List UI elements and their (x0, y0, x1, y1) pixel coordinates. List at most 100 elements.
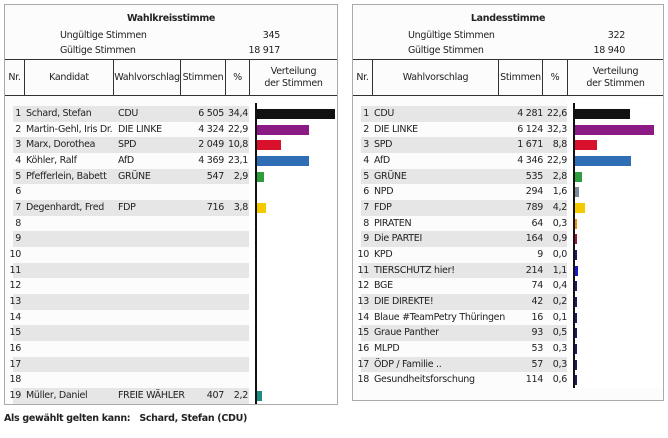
cell-candidate: Martin-Gehl, Iris Dr. (26, 123, 113, 135)
valid-votes-label: Gültige Stimmen (408, 45, 484, 56)
cell-nr: 5 (15, 170, 21, 182)
cell-nr: 13 (9, 296, 22, 308)
header-nr: Nr. (356, 71, 369, 83)
bar-7 (257, 203, 266, 214)
cell-pct: 0,4 (552, 280, 568, 292)
valid-votes-value: 18 917 (248, 45, 281, 56)
table-row: 14 (10, 310, 249, 326)
bar-9 (575, 234, 578, 245)
table-row: 5 GRÜNE 535 2,8 (361, 168, 568, 185)
table-row: 10 KPD 9 0,0 (358, 247, 568, 263)
invalid-votes-label: Ungültige Stimmen (408, 30, 495, 41)
cell-list: SPD (374, 139, 393, 151)
header-distribution-line1: Verteilung (592, 65, 639, 77)
cell-nr: 13 (357, 296, 370, 308)
bar-8 (575, 218, 577, 229)
cell-nr: 17 (9, 358, 22, 370)
cell-list: FREIE WÄHLER (118, 390, 185, 402)
header-votes: Stimmen (180, 60, 225, 95)
cell-list: Die PARTEI (374, 233, 422, 245)
header-distribution: Verteilung der Stimmen (249, 60, 337, 95)
table-row: 7 FDP 789 4,2 (361, 200, 567, 216)
cell-pct: 0,6 (552, 374, 568, 386)
cell-pct: 0,5 (552, 327, 568, 339)
cell-pct: 0,0 (552, 249, 568, 261)
table-row: 1 CDU 4 281 22,6 (361, 106, 567, 122)
table-row: 5 Pfefferlein, Babett GRÜNE 547 2,9 (13, 168, 249, 185)
cell-pct: 0,3 (552, 358, 568, 370)
cell-pct: 22,9 (547, 155, 567, 166)
cell-nr: 4 (15, 155, 21, 166)
cell-list: AfD (118, 155, 134, 166)
cell-list: Graue Panther (374, 327, 439, 339)
cell-nr: 12 (9, 280, 22, 292)
cell-pct: 2,2 (233, 390, 249, 402)
cell-list: BGE (374, 280, 393, 292)
cell-votes: 294 (525, 186, 544, 198)
cell-pct: 22,6 (547, 108, 567, 119)
header-distribution-line1: Verteilung (270, 65, 317, 77)
bar-18 (575, 375, 577, 386)
cell-pct: 2,8 (552, 170, 568, 182)
cell-votes: 1 671 (517, 139, 543, 151)
table-row: 6 NPD 294 1,6 (361, 184, 567, 200)
table-row: 9 (13, 231, 249, 248)
cell-votes: 42 (531, 296, 544, 308)
bar-11 (575, 265, 578, 276)
cell-pct: 3,8 (233, 202, 249, 214)
cell-votes: 4 369 (198, 155, 224, 166)
cell-pct: 10,8 (228, 139, 248, 151)
cell-nr: 18 (9, 374, 22, 386)
cell-votes: 16 (531, 311, 544, 323)
bar-19 (257, 391, 262, 402)
cell-list: FDP (374, 202, 392, 214)
chart-axis (573, 103, 575, 389)
cell-pct: 34,4 (228, 108, 248, 119)
cell-candidate: Marx, Dorothea (26, 139, 96, 151)
cell-pct: 0,3 (552, 343, 568, 355)
cell-nr: 14 (357, 311, 370, 323)
cell-votes: 164 (525, 233, 544, 245)
cell-nr: 9 (363, 233, 369, 245)
cell-votes: 74 (531, 280, 544, 292)
cell-nr: 16 (9, 343, 22, 355)
cell-list: FDP (118, 202, 136, 214)
table-row: 13 DIE DIREKTE! 42 0,2 (358, 294, 567, 310)
invalid-votes-label: Ungültige Stimmen (60, 30, 147, 41)
header-list: Wahlvorschlag (372, 60, 498, 95)
cell-list: TIERSCHUTZ hier! (374, 264, 455, 276)
cell-votes: 547 (206, 170, 225, 182)
table-row: 14 Blaue #TeamPetry Thüringen 16 0,1 (358, 310, 568, 326)
table-row: 15 (10, 325, 249, 342)
table-row: 16 (10, 341, 249, 357)
cell-list: CDU (118, 108, 139, 119)
cell-list: DIE LINKE (374, 123, 418, 135)
cell-pct: 32,3 (547, 123, 567, 135)
cell-votes: 214 (525, 264, 544, 276)
cell-nr: 3 (15, 139, 21, 151)
panel-title: Wahlkreisstimme (126, 13, 216, 24)
table-row: 4 AfD 4 346 22,9 (361, 153, 567, 169)
cell-list: PIRATEN (374, 217, 412, 229)
cell-nr: 1 (363, 108, 369, 119)
cell-votes: 4 281 (517, 108, 543, 119)
cell-pct: 0,1 (552, 311, 568, 323)
cell-pct: 1,6 (552, 186, 568, 198)
cell-nr: 15 (357, 327, 370, 339)
cell-list: MLPD (374, 343, 400, 355)
table-row: 1 Schard, Stefan CDU 6 505 34,4 (13, 106, 249, 122)
cell-votes: 114 (525, 374, 544, 386)
bar-14 (575, 312, 577, 323)
cell-votes: 716 (206, 202, 225, 214)
header-distribution-line2: der Stimmen (264, 77, 323, 89)
table-row: 12 (10, 278, 249, 294)
cell-nr: 2 (15, 123, 21, 135)
table-row: 11 (10, 262, 249, 279)
bar-3 (257, 140, 282, 151)
table-row: 8 (13, 216, 249, 232)
cell-pct: 4,2 (552, 202, 568, 214)
cell-nr: 8 (363, 217, 369, 229)
header-distribution-line2: der Stimmen (586, 77, 645, 89)
table-row: 15 Graue Panther 93 0,5 (358, 325, 568, 342)
cell-list: CDU (374, 108, 395, 119)
